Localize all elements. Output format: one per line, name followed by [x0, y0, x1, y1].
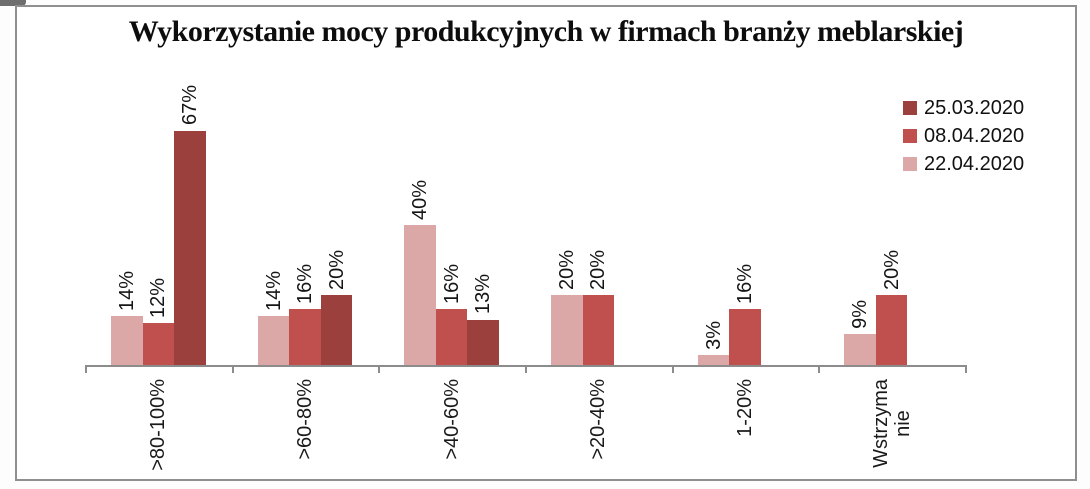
x-axis-tick: [965, 365, 967, 373]
bar-08.04.2020->40-60%: [435, 309, 468, 365]
legend-item-label: 08.04.2020: [924, 125, 1025, 147]
bar-value-label: 16%: [440, 263, 463, 304]
category-label: 1-20%: [734, 379, 756, 437]
bar-value-label: 16%: [734, 263, 756, 304]
bar-25.03.2020->60-80%: [320, 295, 353, 365]
x-axis-tick: [378, 365, 381, 373]
bar-22.04.2020->40-60%: [404, 225, 436, 365]
legend-item-label: 25.03.2020: [924, 97, 1025, 119]
bar-value-label: 3%: [702, 320, 725, 350]
bar-value-label: 12%: [147, 277, 170, 318]
legend-item: 08.04.2020: [903, 125, 1024, 147]
legend-color-swatch: [903, 129, 917, 143]
x-axis-tick: [818, 365, 821, 373]
bar-value-label: 13%: [472, 274, 495, 315]
legend-item: 25.03.2020: [903, 97, 1024, 119]
legend-item: 22.04.2020: [903, 153, 1024, 175]
bar-08.04.2020->80-100%: [142, 323, 175, 365]
bar-value-label: 20%: [555, 249, 578, 290]
category-label: >60-80%: [294, 379, 316, 460]
bar-value-label: 40%: [409, 179, 432, 220]
bar-08.04.2020->20-40%: [582, 295, 615, 365]
x-axis-tick: [525, 365, 527, 373]
bar-value-label: 67%: [178, 85, 201, 126]
bar-value-label: 20%: [587, 249, 610, 290]
legend-item-label: 22.04.2020: [924, 153, 1025, 175]
bar-25.03.2020->80-100%: [174, 130, 206, 365]
x-axis-tick: [671, 365, 674, 373]
bar-08.04.2020-Wstrzymanie: [875, 295, 908, 365]
category-label: >80-100%: [147, 379, 170, 471]
cropped-edge-artifact: [0, 0, 26, 6]
bar-25.03.2020->40-60%: [467, 319, 499, 365]
bar-22.04.2020->60-80%: [257, 316, 290, 365]
legend-color-swatch: [903, 101, 917, 115]
bar-value-label: 9%: [849, 299, 872, 329]
bar-08.04.2020->60-80%: [289, 309, 321, 365]
bar-value-label: 20%: [880, 249, 903, 290]
category-label: >20-40%: [587, 379, 610, 460]
bar-22.04.2020->80-100%: [111, 316, 143, 365]
x-axis-tick: [231, 365, 234, 373]
bar-value-label: 14%: [115, 270, 138, 311]
chart-frame: Wykorzystanie mocy produkcyjnych w firma…: [15, 5, 1077, 481]
bar-22.04.2020-1-20%: [697, 354, 730, 365]
x-axis-tick: [85, 365, 87, 373]
bar-value-label: 16%: [294, 263, 316, 304]
category-label: >40-60%: [440, 379, 463, 460]
bar-22.04.2020->20-40%: [551, 295, 583, 365]
category-label: Wstrzyma nie: [869, 379, 914, 468]
bar-value-label: 14%: [262, 270, 285, 311]
bar-value-label: 20%: [325, 249, 348, 290]
chart-title: Wykorzystanie mocy produkcyjnych w firma…: [128, 15, 964, 48]
legend: 25.03.2020 08.04.2020 22.04.2020: [903, 97, 1024, 181]
legend-color-swatch: [903, 157, 917, 171]
bar-08.04.2020-1-20%: [729, 309, 761, 365]
bar-22.04.2020-Wstrzymanie: [844, 333, 876, 365]
